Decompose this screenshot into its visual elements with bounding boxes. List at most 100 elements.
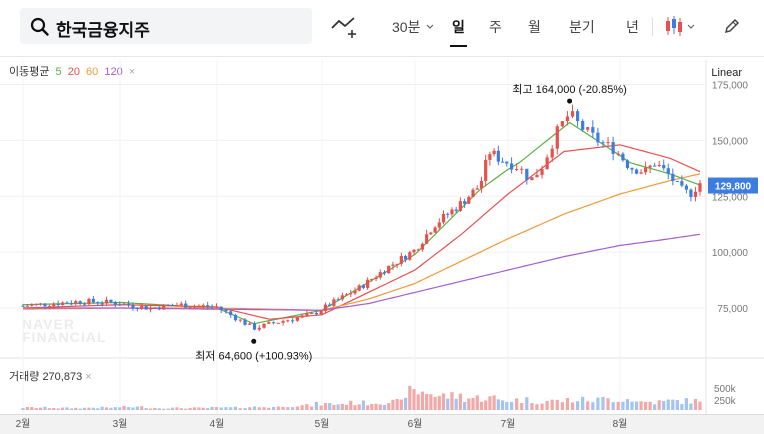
volume-bar [471, 398, 475, 410]
x-tick-label: 6월 [408, 418, 423, 430]
volume-bar [192, 407, 197, 410]
candle-body [408, 252, 412, 260]
volume-bar [399, 399, 403, 410]
volume-bar [530, 403, 534, 410]
candle-body [78, 301, 82, 304]
candle-body [545, 157, 549, 170]
candle-body [509, 163, 514, 170]
candle-body [693, 191, 698, 197]
candle-body [210, 306, 214, 308]
candle-body [52, 303, 56, 307]
volume-bar [479, 401, 484, 410]
stock-search-box[interactable]: 한국금융지주 [20, 8, 312, 44]
candle-type-icon[interactable] [664, 14, 698, 38]
candle-body [639, 172, 643, 174]
volume-bar [25, 406, 29, 410]
candle-body [310, 312, 314, 314]
volume-bar [319, 405, 323, 410]
volume-bar [201, 407, 205, 410]
candle-body [437, 222, 441, 228]
interval-month[interactable]: 월 [528, 19, 541, 35]
ma-120-label: 120 [104, 66, 123, 78]
ma-5-label: 5 [55, 66, 62, 78]
interval-day[interactable]: 일 [450, 19, 467, 47]
volume-bar [648, 401, 652, 410]
volume-bar [157, 408, 161, 410]
volume-bar [252, 406, 257, 410]
candle-body [214, 306, 219, 308]
candle-body [488, 154, 492, 160]
candle-body [96, 302, 100, 304]
volume-bar [509, 401, 514, 410]
candle-body [412, 249, 416, 253]
chevron-down-icon[interactable] [426, 24, 434, 30]
volume-bar [243, 408, 247, 410]
candle-body [471, 189, 475, 197]
volume-bar [257, 407, 261, 410]
current-price-tag [708, 177, 758, 194]
search-query-text: 한국금융지주 [56, 21, 150, 40]
candle-body [344, 294, 349, 296]
ma-60-label: 60 [86, 66, 99, 78]
volume-bar [109, 407, 113, 410]
candle-body [60, 302, 65, 306]
volume-bar [175, 407, 179, 410]
volume-bar [433, 396, 437, 410]
candle-body [463, 201, 467, 204]
volume-bar [344, 404, 349, 410]
candle-body [91, 298, 95, 303]
volume-bar [336, 404, 340, 410]
scale-mode-toggle[interactable]: Linear [711, 67, 742, 79]
volume-tick-label: 250k [714, 396, 737, 407]
volume-bar [429, 394, 433, 410]
interval-week[interactable]: 주 [489, 19, 502, 35]
candle-body [323, 304, 328, 311]
candle-body [425, 234, 429, 244]
volume-bar [693, 398, 698, 410]
candle-body [314, 312, 318, 315]
volume-bar [233, 406, 238, 410]
interval-quarter[interactable]: 분기 [569, 19, 595, 35]
volume-bar [560, 402, 564, 410]
candle-body [500, 161, 505, 163]
candle-body [43, 303, 47, 307]
interval-year[interactable]: 년 [626, 19, 639, 35]
volume-bar [611, 402, 615, 410]
volume-bar [87, 407, 91, 410]
candle-body [286, 320, 290, 322]
interval-30min[interactable]: 30분 [392, 19, 421, 35]
volume-bar [188, 407, 192, 410]
candle-body [65, 302, 69, 304]
trend-drawing-icon[interactable] [330, 14, 358, 38]
candle-body [118, 304, 122, 306]
candle-body [100, 303, 104, 305]
candle-body [370, 279, 374, 281]
volume-bar [357, 404, 361, 410]
volume-bar [370, 404, 374, 410]
candle-body [340, 295, 344, 300]
candle-body [591, 127, 595, 133]
ma-line-60 [22, 173, 701, 311]
candle-body [505, 161, 509, 164]
volume-legend-close-icon[interactable]: × [85, 371, 92, 383]
candle-body [403, 256, 408, 260]
candle-body [122, 303, 126, 305]
candle-body [157, 307, 161, 310]
candle-body [104, 299, 109, 304]
candle-body [148, 307, 153, 310]
volume-bar [441, 393, 446, 410]
volume-bar [224, 407, 228, 410]
ma-legend-close-icon[interactable]: × [128, 66, 136, 78]
volume-bar [295, 406, 299, 410]
candle-body [458, 201, 462, 211]
volume-bar [96, 408, 100, 410]
volume-bar [657, 400, 661, 410]
volume-bar [276, 406, 280, 410]
candle-body [446, 213, 450, 215]
volume-bar [113, 407, 117, 410]
pencil-icon[interactable] [723, 17, 741, 35]
volume-bar [467, 398, 471, 410]
volume-legend-value: 270,873 [42, 371, 83, 383]
volume-bar [382, 404, 387, 410]
